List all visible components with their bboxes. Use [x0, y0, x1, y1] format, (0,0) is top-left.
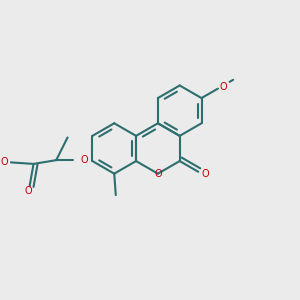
Text: O: O — [81, 155, 88, 165]
Text: O: O — [24, 186, 32, 196]
Text: O: O — [154, 169, 162, 179]
Text: O: O — [220, 82, 228, 92]
Text: O: O — [201, 169, 209, 179]
Text: O: O — [0, 158, 8, 167]
